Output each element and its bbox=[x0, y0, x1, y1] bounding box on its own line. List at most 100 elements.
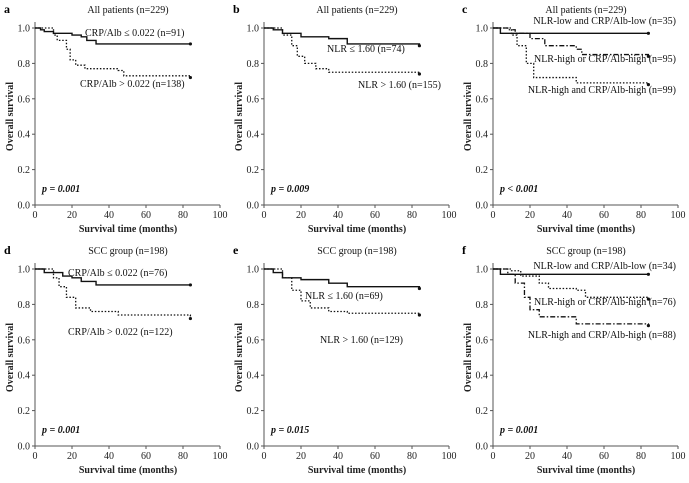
censor-mark bbox=[646, 54, 650, 58]
survival-curve-1 bbox=[35, 27, 191, 45]
survival-curve-1 bbox=[35, 268, 191, 286]
y-tick-label: 0.2 bbox=[476, 406, 489, 417]
y-tick-label: 0.0 bbox=[476, 442, 489, 453]
y-tick-label: 1.0 bbox=[18, 265, 31, 276]
x-axis-label: Survival time (months) bbox=[537, 224, 635, 235]
survival-curve-1 bbox=[493, 27, 649, 35]
survival-curve-2 bbox=[493, 268, 650, 300]
p-value: p = 0.001 bbox=[499, 425, 538, 436]
y-axis-label: Overall survival bbox=[463, 323, 474, 392]
x-tick-label: 60 bbox=[141, 210, 151, 221]
censor-mark bbox=[188, 316, 192, 321]
series-label: CRP/Alb > 0.022 (n=138) bbox=[80, 79, 185, 90]
x-tick-label: 60 bbox=[370, 451, 380, 462]
y-tick-label: 0.0 bbox=[247, 201, 260, 212]
censor-mark bbox=[188, 75, 192, 80]
y-tick-label: 0.6 bbox=[476, 335, 489, 346]
x-tick-label: 80 bbox=[636, 210, 646, 221]
x-tick-label: 100 bbox=[213, 210, 228, 221]
p-value: p = 0.001 bbox=[41, 425, 80, 436]
p-value: p = 0.001 bbox=[41, 184, 80, 195]
censor-mark bbox=[188, 42, 192, 46]
x-axis-label: Survival time (months) bbox=[308, 465, 406, 476]
series-label: NLR-high or CRP/Alb-high (n=95) bbox=[534, 54, 676, 65]
y-tick-label: 0.0 bbox=[18, 442, 31, 453]
y-tick-label: 0.8 bbox=[18, 59, 31, 70]
x-tick-label: 60 bbox=[599, 451, 609, 462]
x-tick-label: 60 bbox=[370, 210, 380, 221]
x-tick-label: 100 bbox=[442, 451, 457, 462]
censor-mark bbox=[646, 83, 650, 87]
x-tick-label: 0 bbox=[491, 451, 496, 462]
x-axis-label: Survival time (months) bbox=[308, 224, 406, 235]
panel-b: b All patients (n=229) 0 20 40 60 80 100 0.0 0.2 0… bbox=[233, 2, 457, 235]
y-tick-label: 0.2 bbox=[247, 406, 260, 417]
series-label: NLR > 1.60 (n=129) bbox=[320, 335, 403, 346]
y-tick-label: 1.0 bbox=[476, 24, 489, 35]
series-label: NLR ≤ 1.60 (n=74) bbox=[327, 44, 405, 55]
panel-letter: d bbox=[4, 243, 11, 257]
x-tick-label: 0 bbox=[33, 451, 38, 462]
y-tick-label: 0.2 bbox=[247, 165, 260, 176]
y-tick-label: 0.6 bbox=[247, 335, 260, 346]
panel-e: e SCC group (n=198) 0 20 40 60 80 100 0.0 0.2 0.4 0… bbox=[233, 243, 457, 476]
x-tick-label: 20 bbox=[296, 451, 306, 462]
y-tick-label: 0.4 bbox=[18, 130, 31, 141]
y-tick-label: 0.6 bbox=[18, 335, 31, 346]
censor-mark bbox=[417, 44, 421, 48]
censor-mark bbox=[646, 297, 650, 301]
survival-curve-2 bbox=[264, 268, 421, 316]
y-tick-label: 0.8 bbox=[476, 59, 489, 70]
x-tick-label: 100 bbox=[213, 451, 228, 462]
panel-letter: f bbox=[462, 243, 467, 257]
panel-title: All patients (n=229) bbox=[87, 5, 168, 16]
x-tick-label: 100 bbox=[671, 451, 686, 462]
series-label: NLR-high and CRP/Alb-high (n=99) bbox=[528, 85, 676, 96]
censor-mark bbox=[646, 272, 650, 276]
y-axis-label: Overall survival bbox=[463, 82, 474, 151]
series-label: NLR-low and CRP/Alb-low (n=34) bbox=[533, 261, 676, 272]
panel-f: f SCC group (n=198) 0 20 40 60 80 100 0.0 0.2 0.4 0… bbox=[462, 243, 686, 476]
x-tick-label: 0 bbox=[262, 451, 267, 462]
y-tick-label: 0.0 bbox=[247, 442, 260, 453]
x-tick-label: 60 bbox=[599, 210, 609, 221]
series-label: NLR-high and CRP/Alb-high (n=88) bbox=[528, 330, 676, 341]
panel-title: SCC group (n=198) bbox=[317, 246, 397, 257]
y-tick-label: 0.6 bbox=[476, 94, 489, 105]
y-tick-label: 0.6 bbox=[18, 94, 31, 105]
censor-mark bbox=[417, 313, 421, 317]
panel-title: SCC group (n=198) bbox=[88, 246, 168, 257]
series-label: NLR > 1.60 (n=155) bbox=[358, 80, 441, 91]
censor-mark bbox=[417, 72, 421, 76]
survival-curve-1 bbox=[264, 27, 421, 46]
panel-title: All patients (n=229) bbox=[316, 5, 397, 16]
x-axis-label: Survival time (months) bbox=[79, 224, 177, 235]
y-axis-label: Overall survival bbox=[234, 323, 245, 392]
x-tick-label: 40 bbox=[333, 210, 343, 221]
censor-mark bbox=[417, 286, 421, 291]
y-tick-label: 0.4 bbox=[476, 371, 489, 382]
panel-letter: c bbox=[462, 2, 468, 16]
x-axis-label: Survival time (months) bbox=[79, 465, 177, 476]
x-tick-label: 20 bbox=[525, 210, 535, 221]
y-tick-label: 0.2 bbox=[476, 165, 489, 176]
x-tick-label: 0 bbox=[491, 210, 496, 221]
y-tick-label: 1.0 bbox=[247, 24, 260, 35]
panel-c: c All patients (n=229) 0 20 40 60 80 100 0.0 0.2 0… bbox=[462, 2, 686, 235]
y-tick-label: 0.0 bbox=[476, 201, 489, 212]
x-axis-label: Survival time (months) bbox=[537, 465, 635, 476]
y-tick-label: 1.0 bbox=[247, 265, 260, 276]
y-tick-label: 0.6 bbox=[247, 94, 260, 105]
panel-title: SCC group (n=198) bbox=[546, 246, 626, 257]
y-tick-label: 0.8 bbox=[18, 300, 31, 311]
y-tick-label: 0.4 bbox=[476, 130, 489, 141]
x-tick-label: 80 bbox=[178, 210, 188, 221]
y-tick-label: 0.2 bbox=[18, 406, 31, 417]
y-tick-label: 0.4 bbox=[247, 130, 260, 141]
x-tick-label: 20 bbox=[67, 210, 77, 221]
series-label: CRP/Alb ≤ 0.022 (n=76) bbox=[68, 268, 167, 279]
y-tick-label: 0.8 bbox=[247, 59, 260, 70]
x-tick-label: 100 bbox=[671, 210, 686, 221]
x-tick-label: 20 bbox=[296, 210, 306, 221]
x-tick-label: 40 bbox=[104, 210, 114, 221]
